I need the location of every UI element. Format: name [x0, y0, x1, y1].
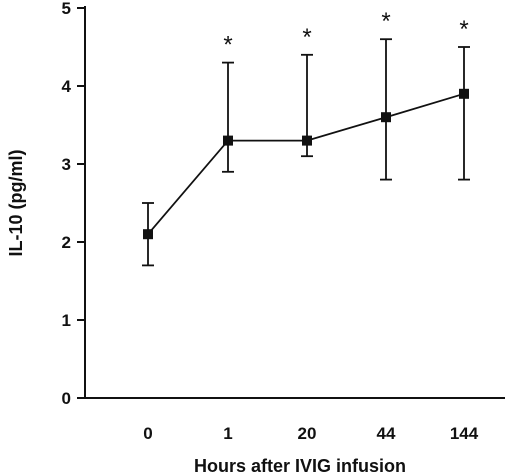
x-axis-title: Hours after IVIG infusion — [194, 456, 406, 476]
data-point — [302, 135, 312, 146]
significance-marker: * — [381, 8, 390, 35]
x-tick-label: 20 — [298, 424, 317, 443]
x-tick-label: 0 — [143, 424, 152, 443]
x-tick-label: 44 — [377, 424, 396, 443]
x-tick-label: 144 — [450, 424, 479, 443]
y-tick-label: 2 — [62, 233, 71, 252]
y-tick-label: 0 — [62, 389, 71, 408]
data-point — [223, 135, 233, 146]
x-axis-ticks: 0 1 20 44 144 — [143, 424, 478, 443]
series-line — [147, 92, 465, 235]
data-point — [143, 229, 153, 240]
significance-marker: * — [459, 16, 468, 43]
plot-area: * * * * — [142, 8, 470, 267]
x-tick-label: 1 — [223, 424, 232, 443]
y-tick-label: 5 — [62, 0, 71, 18]
y-tick-label: 3 — [62, 155, 71, 174]
y-axis-ticks: 0 1 2 3 4 5 — [62, 0, 85, 408]
data-point — [459, 88, 469, 99]
y-axis-title: IL-10 (pg/ml) — [6, 149, 26, 256]
y-tick-label: 1 — [62, 311, 71, 330]
data-point — [381, 112, 391, 123]
significance-marker: * — [302, 24, 311, 51]
significance-marker: * — [223, 32, 232, 59]
y-tick-label: 4 — [62, 77, 72, 96]
